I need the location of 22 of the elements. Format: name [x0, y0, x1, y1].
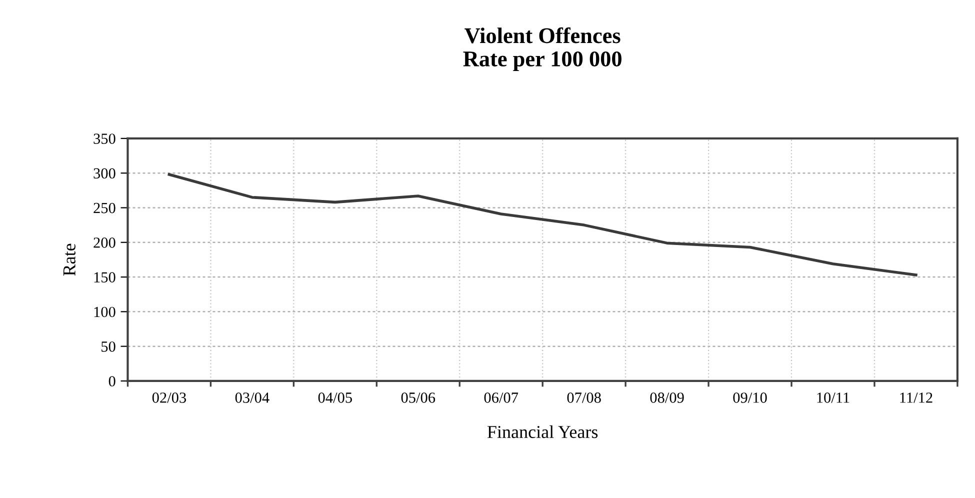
- y-tick-label: 350: [94, 134, 116, 144]
- x-tick-label: 05/06: [401, 392, 436, 403]
- x-tick-label: 02/03: [152, 392, 186, 403]
- y-tick-label: 300: [94, 168, 116, 179]
- x-tick-label: 04/05: [318, 392, 352, 403]
- chart-title: Violent Offences Rate per 100 000: [463, 27, 622, 71]
- x-tick-label: 10/11: [817, 392, 850, 403]
- y-tick-label: 150: [94, 272, 116, 282]
- x-tick-label: 06/07: [484, 392, 518, 403]
- y-tick-label: 0: [108, 376, 116, 386]
- x-tick-label: 08/09: [650, 392, 684, 403]
- x-tick-label: 09/10: [733, 392, 767, 403]
- y-tick-label: 100: [94, 306, 116, 318]
- x-axis-title: Financial Years: [487, 425, 598, 438]
- y-axis-title: Rate: [63, 244, 76, 276]
- y-tick-label: 50: [102, 341, 116, 352]
- x-tick-label: 11/12: [900, 392, 932, 403]
- x-tick-label: 07/08: [567, 392, 601, 403]
- x-tick-label: 03/04: [235, 392, 270, 403]
- y-tick-label: 200: [94, 238, 116, 248]
- y-tick-label: 250: [94, 202, 116, 214]
- line-series: [168, 173, 918, 276]
